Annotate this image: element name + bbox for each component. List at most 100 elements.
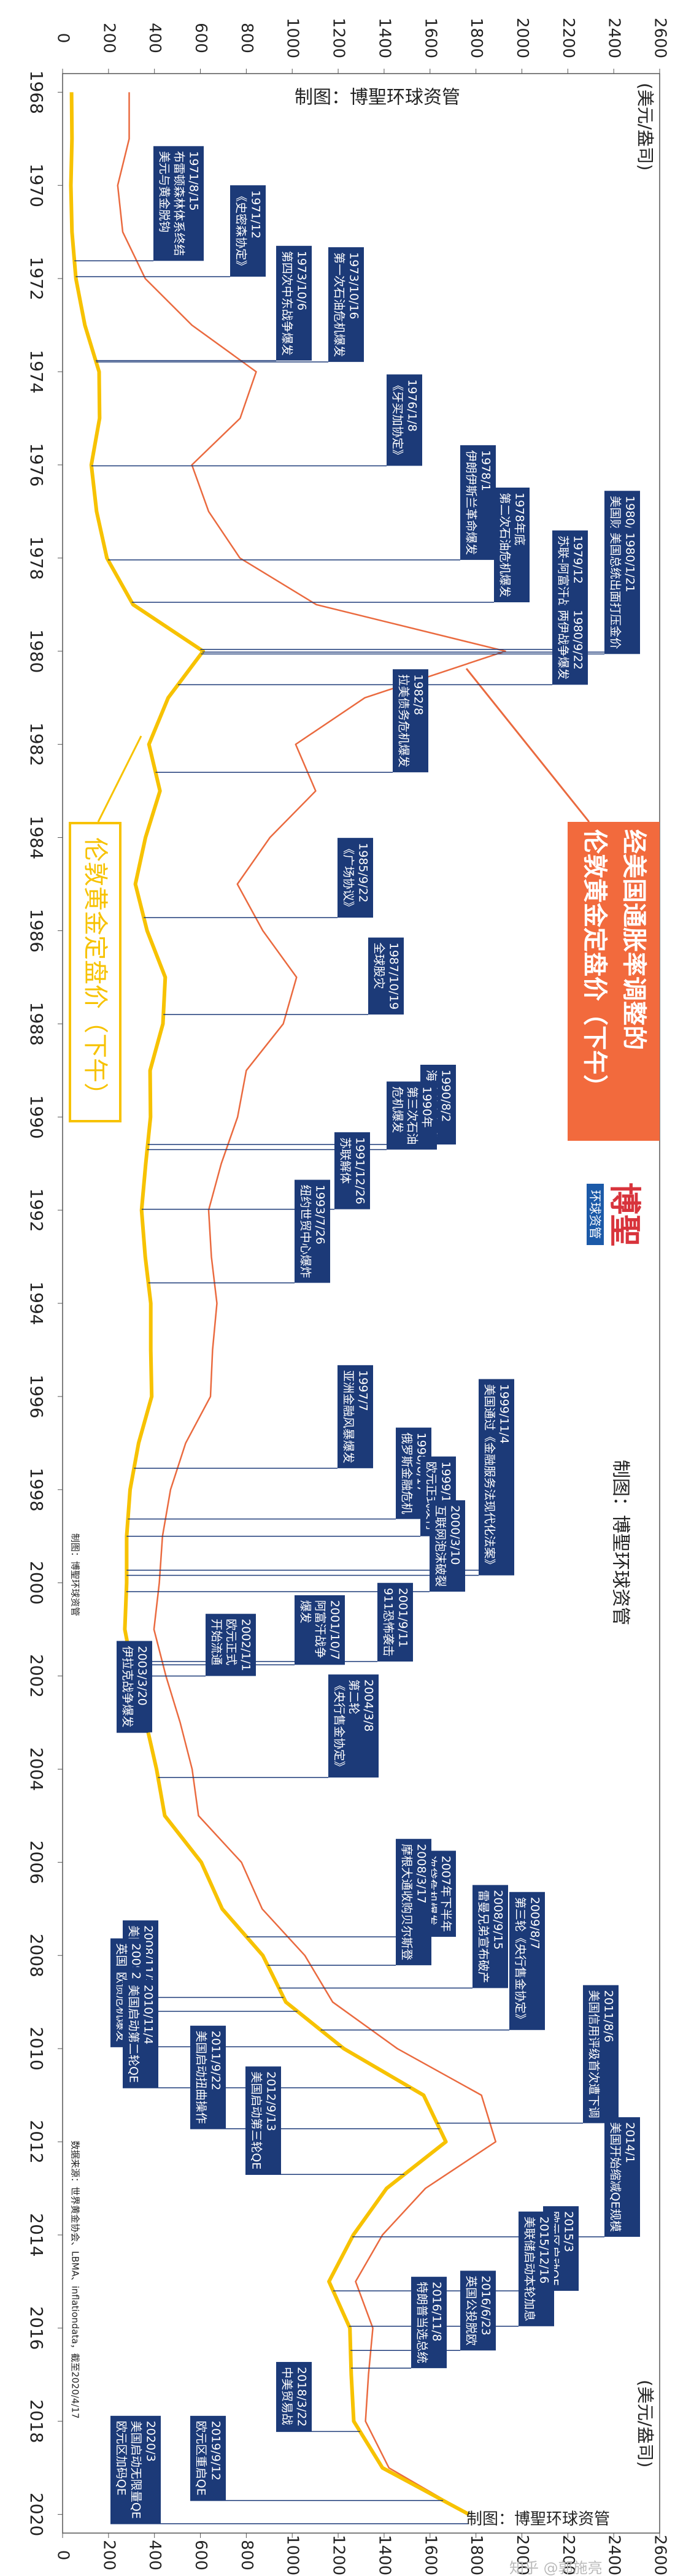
annotation-text: 俄罗斯金融危机 [400, 1433, 414, 1514]
annotation-box [387, 374, 422, 466]
annotation-box [276, 2362, 312, 2432]
year-tick-label: 1992 [26, 1188, 47, 1232]
price-tick-label: 2200 [559, 2535, 577, 2575]
year-tick-label: 1972 [26, 257, 47, 301]
annotation-box [245, 2066, 281, 2175]
annotation-date: 2011/9/22 [209, 2031, 223, 2090]
annotation-text: 特朗普当选总统 [415, 2282, 429, 2363]
annotation-date: 1978年底 [513, 493, 526, 545]
annotation-box [411, 2277, 447, 2369]
annotation-date: 1973/10/6 [295, 251, 309, 310]
annotation-date: 2001/9/11 [396, 1588, 410, 1647]
year-tick-label: 2020 [26, 2493, 47, 2536]
year-tick-label: 2004 [26, 1747, 47, 1791]
annotation-text: 亚洲金融风暴爆发 [342, 1370, 355, 1463]
annotation-text: 摩根大通收购贝尔斯登 [400, 1844, 414, 1960]
annotation-text: 美国启动第二轮QE [127, 1985, 141, 2083]
annotation-date: 2010/11/4 [142, 1985, 155, 2044]
annotation-text: 欧元正式 [225, 1619, 238, 1665]
price-tick-label: 2400 [605, 18, 623, 58]
price-tick-label: 800 [237, 2540, 256, 2570]
year-tick-label: 1984 [26, 816, 47, 859]
price-tick-label: 1000 [284, 18, 302, 58]
year-tick-label: 1994 [26, 1281, 47, 1325]
annotation-text: 第一次石油危机爆发 [333, 252, 346, 357]
annotation-date: 2008/9/15 [492, 1890, 505, 1949]
annotation-box [519, 2211, 554, 2326]
price-tick-label: 1400 [375, 2535, 393, 2575]
annotation-text: 全球股灾 [372, 943, 386, 989]
year-tick-label: 1970 [26, 164, 47, 207]
price-tick-label: 0 [54, 33, 72, 44]
annotation-text: 欧元区加码QE [115, 2421, 128, 2496]
annotation-box [190, 2025, 226, 2129]
annotation-text: 雷曼兄弟宣布破产 [477, 1890, 490, 1983]
annotation-date: 2016/6/23 [479, 2275, 493, 2335]
annotation-box [153, 146, 204, 261]
annotation-date: 2012/9/13 [264, 2071, 278, 2131]
annotation-text: 伊拉克战争爆发 [121, 1646, 134, 1727]
annotation-box [604, 527, 640, 654]
year-tick-label: 1990 [26, 1095, 47, 1139]
annotation-date: 1979/12 [571, 535, 585, 584]
price-tick-label: 200 [99, 23, 118, 53]
annotation-text: 英国公投脱欧 [465, 2275, 478, 2345]
annotation-text: 美国启动第三轮QE [250, 2071, 263, 2169]
annotation-box [387, 1081, 437, 1150]
year-tick-label: 1998 [26, 1468, 47, 1511]
year-tick-label: 2018 [26, 2399, 47, 2443]
annotation-date: 2019/9/12 [209, 2421, 223, 2480]
logo: 博聖 环球资管 [576, 1153, 643, 1276]
annotation-text: 美国通过《金融服务法现代化法案》 [483, 1384, 496, 1571]
annotation-date: 1990年 [420, 1086, 434, 1127]
price-tick-label: 600 [191, 23, 210, 53]
year-tick-label: 2012 [26, 2120, 47, 2163]
annotation-date: 2000/3/10 [449, 1505, 462, 1565]
annotation-text: 中美贸易战 [280, 2367, 294, 2425]
year-tick-label: 2008 [26, 1934, 47, 1977]
annotation-box [295, 1595, 345, 1665]
annotation-text: 爆发 [299, 1600, 312, 1623]
annotation-box [368, 937, 404, 1015]
annotation-date: 1971/12 [249, 190, 263, 239]
annotation-text: 《牙买加协定》 [391, 379, 404, 461]
annotation-text: 阿富汗战争 [314, 1600, 327, 1658]
price-tick-label: 0 [54, 2550, 72, 2561]
annotation-date: 1990/8/2 [439, 1070, 453, 1122]
year-tick-label: 2010 [26, 2027, 47, 2071]
year-tick-label: 1982 [26, 723, 47, 766]
series-line [117, 92, 506, 2515]
annotation-text: 拉美债务危机爆发 [397, 674, 411, 767]
annotation-date: 1973/10/16 [347, 252, 361, 320]
price-tick-label: 400 [145, 2540, 164, 2570]
annotation-box [377, 1582, 413, 1662]
annotation: 1998/8/17俄罗斯金融危机 [128, 1427, 431, 1520]
annotation: 1971/12《史密森协定》 [75, 185, 266, 277]
annotation-box [334, 1132, 370, 1209]
annotation-text: 第四次中东战争爆发 [280, 251, 294, 356]
annotation-box [430, 1500, 465, 1592]
price-tick-label: 2600 [651, 2535, 669, 2575]
annotation-date: 1980/1/21 [623, 532, 637, 592]
year-tick-label: 1988 [26, 1002, 47, 1046]
annotation-date: 1982/8 [412, 674, 425, 715]
credit: 制图：博聖环球资管 [295, 87, 460, 109]
price-tick-label: 2000 [513, 2535, 531, 2575]
year-tick-label: 1996 [26, 1374, 47, 1418]
annotation-box [295, 1179, 330, 1283]
